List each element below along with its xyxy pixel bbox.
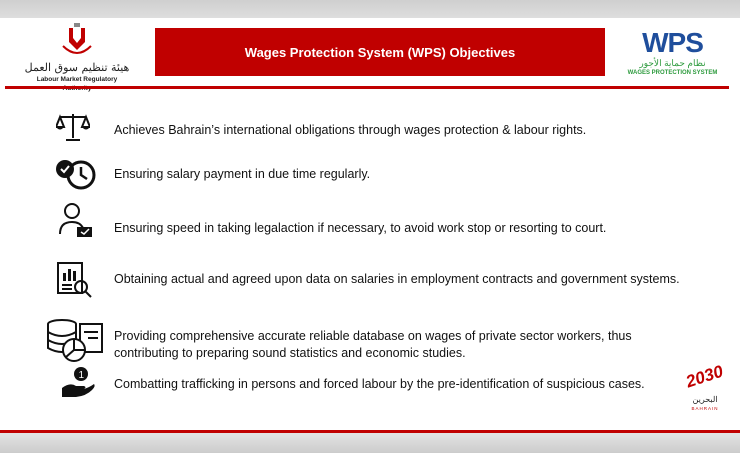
bahrain-2030-arabic: البحرين	[692, 395, 718, 404]
footer-divider	[0, 430, 740, 433]
lmra-arabic-name: هيئة تنظيم سوق العمل	[24, 61, 130, 74]
svg-text:1: 1	[79, 370, 85, 381]
hand-coin-icon: 1	[62, 367, 95, 397]
objective-item: Ensuring speed in taking legalaction if …	[114, 221, 607, 235]
objective-item: Ensuring salary payment in due time regu…	[114, 167, 371, 181]
wps-logo: WPS نظام حماية الأجور WAGES PROTECTION S…	[625, 28, 720, 77]
wps-mark: WPS	[642, 27, 704, 58]
person-message-icon	[59, 203, 92, 237]
objective-item: Obtaining actual and agreed upon data on…	[114, 272, 680, 286]
objective-item: Providing comprehensive accurate reliabl…	[114, 329, 632, 360]
scales-icon	[56, 114, 90, 141]
report-search-icon	[57, 262, 92, 298]
objective-item: Achieves Bahrain’s international obligat…	[114, 123, 587, 137]
lmra-logo: هيئة تنظيم سوق العمل Labour Market Regul…	[22, 22, 132, 93]
bahrain-2030-logo: 2030 البحرين BAHRAIN	[676, 362, 734, 412]
header-divider	[5, 86, 729, 89]
coat-of-arms-icon	[62, 23, 92, 54]
top-band	[0, 0, 740, 18]
lmra-english-name: Labour Market Regulatory Authority	[36, 76, 118, 92]
wps-english-name: WAGES PROTECTION SYSTEM	[627, 70, 718, 76]
wps-arabic-name: نظام حماية الأجور	[639, 58, 706, 68]
bottom-band	[0, 432, 740, 453]
page-title: Wages Protection System (WPS) Objectives	[155, 28, 605, 76]
clock-check-icon	[56, 160, 96, 190]
bahrain-2030-english: BAHRAIN	[691, 406, 719, 411]
database-chart-icon	[47, 319, 103, 362]
objective-item: Combatting trafficking in persons and fo…	[114, 377, 645, 391]
